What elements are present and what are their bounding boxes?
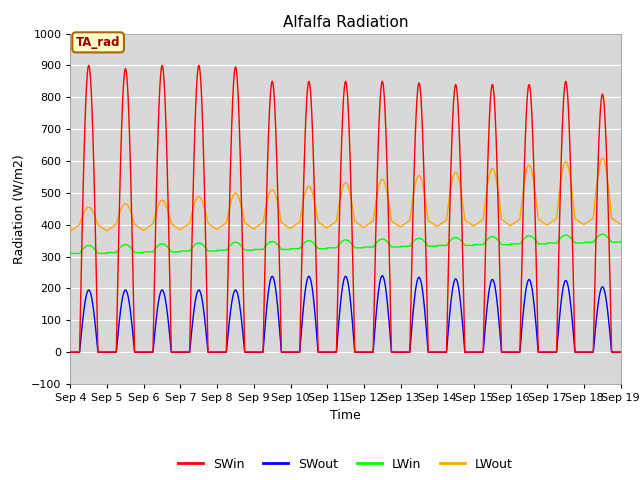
- Text: TA_rad: TA_rad: [76, 36, 120, 49]
- Legend: SWin, SWout, LWin, LWout: SWin, SWout, LWin, LWout: [173, 453, 518, 476]
- Y-axis label: Radiation (W/m2): Radiation (W/m2): [12, 154, 26, 264]
- X-axis label: Time: Time: [330, 408, 361, 421]
- Title: Alfalfa Radiation: Alfalfa Radiation: [283, 15, 408, 30]
